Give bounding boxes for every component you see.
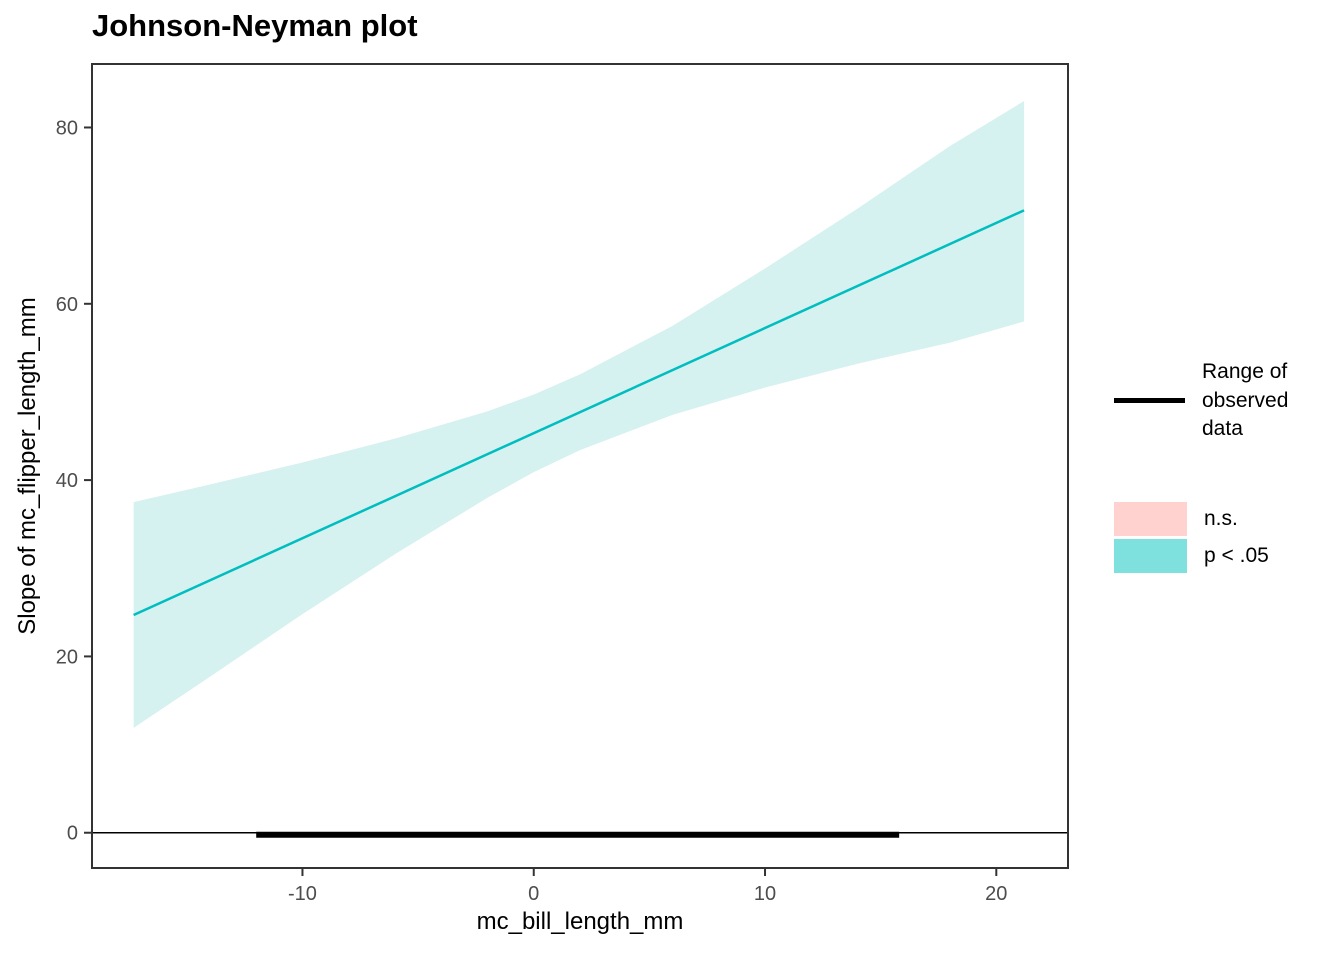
slope-line	[133, 209, 1025, 617]
x-tick-label: 0	[528, 883, 539, 905]
x-tick-label: 10	[754, 883, 776, 905]
y-tick-label: 0	[67, 823, 78, 845]
observed-range-key-icon	[1114, 398, 1185, 404]
y-tick-label: 40	[56, 470, 78, 492]
panel-border	[91, 63, 1069, 869]
legend-item-ns: n.s.	[1114, 502, 1269, 536]
confidence-band	[133, 101, 1025, 728]
x-tick-label: -10	[288, 883, 317, 905]
y-axis-title: Slope of mc_flipper_length_mm	[14, 297, 41, 635]
ns-label: n.s.	[1204, 507, 1238, 530]
legend-range-label: Range of observed data	[1202, 360, 1289, 440]
y-tick-label: 80	[56, 117, 78, 139]
legend-range-of-observed-data: Range of observed data	[1114, 358, 1288, 444]
legend-significance: n.s. p < .05	[1114, 502, 1269, 573]
significant-swatch-icon	[1114, 539, 1187, 573]
x-tick-label: 20	[985, 883, 1007, 905]
y-tick-label: 20	[56, 646, 78, 668]
x-axis-title: mc_bill_length_mm	[476, 908, 684, 935]
chart-title: Johnson-Neyman plot	[92, 8, 418, 43]
y-tick-label: 60	[56, 294, 78, 316]
ns-swatch-icon	[1114, 502, 1187, 536]
sig-label: p < .05	[1204, 544, 1269, 567]
legend-item-sig: p < .05	[1114, 539, 1269, 573]
